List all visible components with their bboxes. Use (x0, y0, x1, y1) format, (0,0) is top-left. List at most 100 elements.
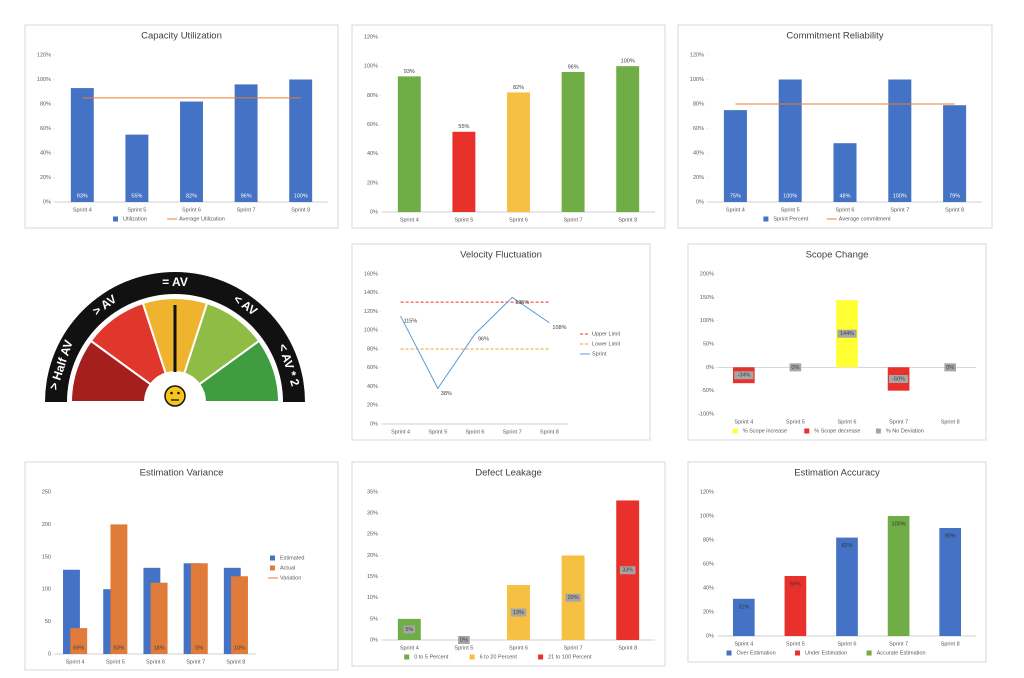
data-label: 144% (840, 331, 854, 337)
data-label: 0% (460, 637, 468, 643)
x-tick-label: Sprint 8 (941, 641, 960, 647)
x-tick-label: Sprint 8 (941, 419, 960, 425)
y-tick-label: 25% (367, 532, 378, 538)
data-label: 55% (131, 193, 142, 199)
x-tick-label: Sprint 4 (400, 645, 419, 651)
y-tick-label: 20% (703, 609, 714, 615)
legend-swatch (270, 565, 275, 571)
y-tick-label: 15% (367, 574, 378, 580)
y-tick-label: -100% (698, 411, 714, 417)
data-label: 79% (949, 193, 960, 199)
x-tick-label: Sprint 7 (237, 207, 256, 213)
y-tick-label: 0 (48, 651, 51, 657)
chart-panel: Capacity Utilization 0% 20% 40% 60% 80% 100% 12… (24, 24, 339, 229)
data-label: 115% (404, 319, 418, 325)
data-label: 96% (568, 64, 579, 70)
legend-swatch (763, 216, 769, 222)
y-tick-label: 0% (43, 199, 51, 205)
bar (784, 576, 807, 636)
bar (180, 101, 203, 202)
legend-swatch (113, 216, 118, 222)
y-tick-label: 0% (706, 365, 714, 371)
legend-swatch (804, 428, 810, 434)
legend-swatch (795, 650, 800, 656)
chart-title: Commitment Reliability (786, 31, 883, 42)
data-label: 100% (892, 521, 906, 527)
x-tick-label: Sprint 6 (146, 659, 165, 665)
legend-label: 21 to 100 Percent (548, 654, 592, 660)
y-tick-label: 20% (367, 180, 378, 186)
bar (70, 88, 94, 202)
bar (943, 105, 967, 202)
bar (561, 72, 585, 212)
x-tick-label: Sprint 4 (734, 641, 753, 647)
legend-label: Sprint (592, 351, 607, 357)
legend-swatch (866, 650, 872, 656)
legend-label: % No Deviation (886, 428, 924, 434)
y-tick-label: 40% (693, 150, 704, 156)
x-tick-label: Sprint 8 (291, 207, 310, 213)
legend-swatch (270, 555, 275, 561)
legend-swatch (538, 654, 544, 660)
y-tick-label: 200% (700, 271, 714, 277)
y-tick-label: 10% (367, 595, 378, 601)
data-label: 90% (945, 533, 956, 539)
chart-panel: Velocity Fluctuation 0% 20% 40% 60% 80% 100% 12… (351, 243, 651, 441)
bar (289, 79, 313, 202)
y-tick-label: 20% (367, 403, 378, 409)
x-tick-label: Sprint 6 (466, 429, 485, 435)
y-tick-label: 100 (42, 587, 51, 593)
data-label: 5% (405, 627, 413, 633)
gauge-label: = AV (162, 275, 188, 289)
y-tick-label: 0% (370, 421, 378, 427)
data-label: 82% (186, 193, 197, 199)
x-tick-label: Sprint 4 (391, 429, 410, 435)
y-tick-label: 100% (364, 328, 378, 334)
y-tick-label: 140% (364, 290, 378, 296)
chart-title: Estimation Accuracy (794, 468, 880, 479)
data-label: 13% (513, 610, 524, 616)
y-tick-label: 100% (700, 513, 714, 519)
gauge: > Half AV> AV= AV< AV< AV * 2 (45, 272, 305, 407)
y-tick-label: 35% (367, 489, 378, 495)
y-tick-label: 100% (37, 77, 51, 83)
data-label: 93% (77, 193, 88, 199)
label-box (944, 363, 956, 372)
data-label: 20% (568, 595, 579, 601)
gauge-face (164, 385, 186, 407)
y-tick-label: 150% (700, 295, 714, 301)
y-tick-label: 80% (367, 93, 378, 99)
bar (110, 524, 128, 654)
x-tick-label: Sprint 8 (618, 645, 637, 651)
bar (887, 516, 910, 636)
legend-label: 0 to 5 Percent (414, 654, 449, 660)
bar (234, 84, 258, 202)
x-tick-label: Sprint 5 (428, 429, 447, 435)
legend-swatch (732, 428, 738, 434)
x-tick-label: Sprint 5 (786, 419, 805, 425)
data-label: 33% (622, 568, 633, 574)
y-tick-label: 250 (42, 489, 51, 495)
x-tick-label: Sprint 4 (400, 217, 419, 223)
label-box (889, 375, 909, 383)
label-box (510, 608, 527, 617)
data-label: 31% (738, 604, 749, 610)
line (400, 296, 550, 390)
chart-panel: 0% 20% 40% 60% 80% 100% 120% Sprint 4 Sprint 5 Sp… (351, 24, 666, 229)
legend-label: Actual (280, 565, 295, 571)
x-tick-label: Sprint 7 (889, 419, 908, 425)
y-tick-label: 60% (703, 561, 714, 567)
legend-swatch (404, 654, 410, 660)
y-tick-label: 40% (40, 150, 51, 156)
legend-label: 6 to 20 Percent (480, 654, 518, 660)
data-label: 50% (790, 581, 801, 587)
x-tick-label: Sprint 7 (564, 217, 583, 223)
y-tick-label: 100% (700, 318, 714, 324)
chart-title: Estimation Variance (140, 468, 224, 479)
x-tick-label: Sprint 5 (786, 641, 805, 647)
label-box (734, 371, 754, 380)
x-tick-label: Sprint 7 (890, 207, 909, 213)
legend-label: Estimated (280, 555, 304, 561)
chart-panel: Estimation Variance 0 50 100 150 200 250 Sprint… (24, 461, 339, 671)
